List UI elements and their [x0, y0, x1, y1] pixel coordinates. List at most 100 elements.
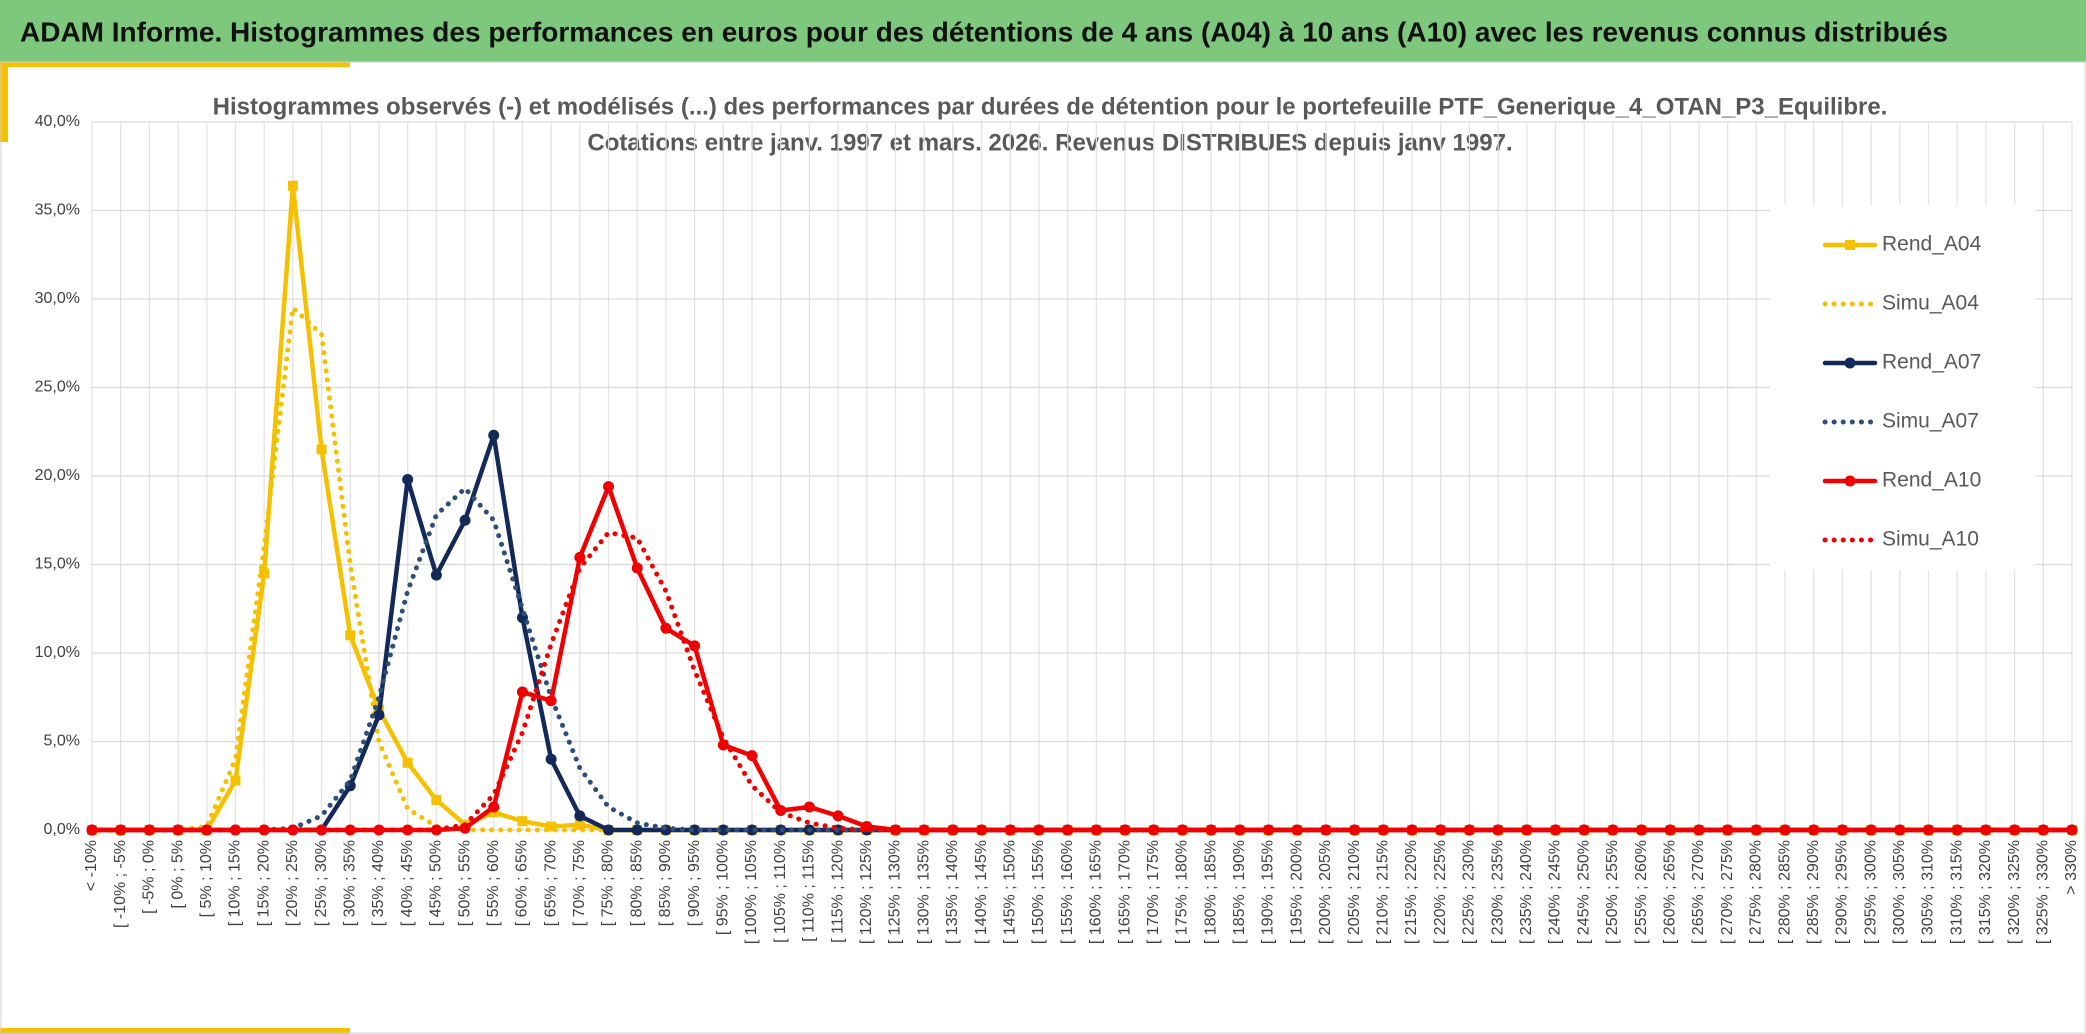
x-tick-label: [ 275% ; 280%: [1748, 840, 1765, 944]
marker: [545, 753, 557, 765]
x-tick-label: [ 280% ; 285%: [1776, 840, 1793, 944]
x-tick-label: [ 265% ; 270%: [1690, 840, 1707, 944]
legend-marker: [1844, 475, 1856, 487]
marker: [1578, 824, 1590, 836]
x-tick-label: [ 235% ; 240%: [1518, 840, 1535, 944]
x-tick-label: [ 110% ; 115%: [801, 840, 818, 942]
legend-label: Simu_A04: [1882, 292, 1979, 315]
x-tick-label: [ 0% ; 5%: [169, 840, 186, 908]
marker: [631, 824, 643, 836]
marker: [803, 801, 815, 813]
y-tick-label: 10,0%: [35, 644, 80, 661]
marker: [746, 750, 758, 762]
x-tick-label: [ 150% ; 155%: [1030, 840, 1047, 944]
x-tick-label: [ 95% ; 100%: [715, 840, 732, 935]
marker: [488, 801, 500, 813]
marker: [516, 686, 528, 698]
y-tick-label: 25,0%: [35, 379, 80, 396]
marker: [1176, 824, 1188, 836]
legend-marker: [1845, 240, 1855, 250]
accent-top: [0, 62, 350, 67]
marker: [603, 824, 615, 836]
x-tick-label: [ 300% ; 305%: [1891, 840, 1908, 944]
marker: [373, 824, 385, 836]
marker: [1406, 824, 1418, 836]
x-tick-label: [ -5% ; 0%: [141, 840, 158, 914]
x-tick-label: [ 15% ; 20%: [255, 840, 272, 926]
x-tick-label: [ 10% ; 15%: [227, 840, 244, 926]
legend-label: Rend_A10: [1882, 469, 1981, 492]
x-tick-label: [ 255% ; 260%: [1633, 840, 1650, 944]
marker: [1234, 824, 1246, 836]
marker: [402, 757, 413, 768]
marker: [574, 810, 586, 822]
marker: [488, 429, 500, 441]
page-title: ADAM Informe. Histogrammes des performan…: [20, 16, 1948, 47]
x-tick-label: [ 195% ; 200%: [1288, 840, 1305, 944]
x-tick-label: [ 170% ; 175%: [1145, 840, 1162, 944]
marker: [143, 824, 155, 836]
x-tick-label: [ 285% ; 290%: [1805, 840, 1822, 944]
marker: [172, 824, 184, 836]
marker: [660, 622, 672, 634]
x-tick-label: [ 50% ; 55%: [456, 840, 473, 926]
legend-label: Simu_A07: [1882, 410, 1979, 433]
marker: [344, 824, 356, 836]
marker: [230, 775, 241, 786]
y-tick-label: 20,0%: [35, 467, 80, 484]
legend-label: Rend_A04: [1882, 233, 1982, 256]
marker: [689, 824, 701, 836]
x-tick-label: [ 75% ; 80%: [600, 840, 617, 926]
marker: [259, 568, 270, 579]
marker: [574, 819, 585, 830]
x-tick-label: [ 30% ; 35%: [341, 840, 358, 926]
marker: [431, 794, 442, 805]
y-tick-label: 30,0%: [35, 290, 80, 307]
x-tick-label: [ 155% ; 160%: [1059, 840, 1076, 944]
series-line: [89, 530, 2075, 833]
marker: [1377, 824, 1389, 836]
accent-left: [0, 62, 8, 142]
marker: [1607, 824, 1619, 836]
x-tick-label: [ 80% ; 85%: [628, 840, 645, 926]
legend-label: Rend_A07: [1882, 351, 1981, 374]
x-tick-label: [ 245% ; 250%: [1575, 840, 1592, 944]
x-tick-label: [ 315% ; 320%: [1977, 840, 1994, 944]
marker: [545, 695, 557, 707]
marker: [717, 824, 729, 836]
marker: [832, 810, 844, 822]
x-tick-label: [ 165% ; 170%: [1116, 840, 1133, 944]
chart-subtitle: Cotations entre janv. 1997 et mars. 2026…: [587, 129, 1512, 156]
x-tick-label: [ 70% ; 75%: [571, 840, 588, 926]
x-tick-label: [ 60% ; 65%: [514, 840, 531, 926]
y-tick-label: 35,0%: [35, 202, 80, 219]
x-tick-label: < -10%: [83, 840, 100, 891]
x-tick-label: [ 290% ; 295%: [1834, 840, 1851, 944]
marker: [345, 630, 356, 641]
marker: [746, 824, 758, 836]
marker: [1923, 824, 1935, 836]
x-tick-label: > 330%: [2063, 840, 2080, 895]
marker: [1951, 824, 1963, 836]
x-tick-label: [ 20% ; 25%: [284, 840, 301, 926]
x-tick-label: [ 40% ; 45%: [399, 840, 416, 926]
marker: [1750, 824, 1762, 836]
y-tick-label: 15,0%: [35, 556, 80, 573]
marker: [546, 821, 557, 832]
x-tick-label: [ 5% ; 10%: [198, 840, 215, 917]
x-tick-label: [ 85% ; 90%: [657, 840, 674, 926]
marker: [631, 562, 643, 574]
x-tick-label: [ 320% ; 325%: [2006, 840, 2023, 944]
x-tick-label: [ -10% ; -5%: [112, 840, 129, 928]
x-tick-label: [ 305% ; 310%: [1920, 840, 1937, 944]
marker: [373, 709, 385, 721]
x-tick-label: [ 175% ; 180%: [1174, 840, 1191, 944]
x-tick-label: [ 325% ; 330%: [2035, 840, 2052, 944]
marker: [517, 816, 528, 827]
x-tick-label: [ 115% ; 120%: [829, 840, 846, 943]
legend-label: Simu_A10: [1882, 528, 1979, 551]
x-tick-label: [ 90% ; 95%: [686, 840, 703, 926]
marker: [689, 640, 701, 652]
x-tick-label: [ 225% ; 230%: [1461, 840, 1478, 944]
x-tick-label: [ 200% ; 205%: [1317, 840, 1334, 944]
